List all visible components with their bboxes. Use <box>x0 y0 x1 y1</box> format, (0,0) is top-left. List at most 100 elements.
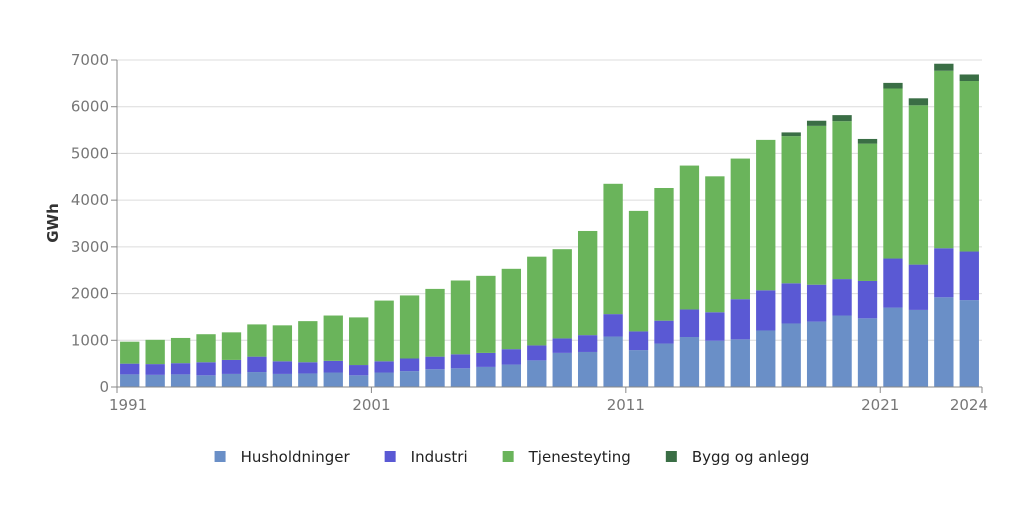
axes: 0 1000 2000 3000 4000 5000 6000 7000 1991 2001 201… <box>71 51 988 414</box>
bar-segment-bygg-og-anlegg-2021 <box>883 82 903 89</box>
bar-segment-industri-2019 <box>832 279 852 316</box>
bar-segment-tjenesteyting-2016 <box>756 139 776 291</box>
bar-segment-industri-2005 <box>476 352 496 367</box>
bar-segment-husholdninger-2012 <box>654 343 674 387</box>
bar-segment-husholdninger-1994 <box>196 375 216 387</box>
bar-segment-industri-2020 <box>857 280 878 319</box>
bar-segment-bygg-og-anlegg-2024 <box>959 74 979 82</box>
bar-segment-tjenesteyting-2015 <box>730 158 750 300</box>
bar-segment-tjenesteyting-1995 <box>221 332 242 360</box>
bar-segment-bygg-og-anlegg-2018 <box>806 120 827 126</box>
bar-segment-bygg-og-anlegg-2020 <box>857 138 878 144</box>
bar-segment-tjenesteyting-2014 <box>705 176 725 313</box>
bar-segment-tjenesteyting-2006 <box>501 268 522 350</box>
bar-segment-tjenesteyting-2002 <box>399 295 420 359</box>
bar-segment-tjenesteyting-2024 <box>959 81 979 252</box>
y-tick-label: 2000 <box>71 285 109 303</box>
x-tick-label: 1991 <box>109 396 147 414</box>
bar-segment-tjenesteyting-2011 <box>628 210 649 332</box>
bar-segment-tjenesteyting-2009 <box>577 230 598 336</box>
x-tick-label: 2021 <box>861 396 899 414</box>
bar-segment-tjenesteyting-2000 <box>349 317 369 366</box>
bar-segment-tjenesteyting-1996 <box>247 324 267 357</box>
bar-segment-tjenesteyting-2001 <box>374 300 394 362</box>
bar-segment-husholdninger-2005 <box>476 366 496 387</box>
bar-segment-husholdninger-2006 <box>501 364 522 387</box>
legend-item-tjenesteyting[interactable]: Tjenesteyting <box>502 448 631 466</box>
bar-segment-tjenesteyting-1998 <box>298 321 318 363</box>
bar-segment-husholdninger-2014 <box>705 340 725 387</box>
legend-swatch <box>384 451 396 462</box>
legend-swatch <box>502 451 514 462</box>
bar-segment-husholdninger-2004 <box>450 368 471 387</box>
bar-segment-industri-2016 <box>756 290 776 331</box>
bar-segment-husholdninger-1998 <box>298 373 318 387</box>
legend-label: Husholdninger <box>241 448 351 466</box>
bar-segment-industri-1994 <box>196 362 216 376</box>
bar-segment-tjenesteyting-2017 <box>781 136 801 284</box>
gridlines <box>117 59 982 341</box>
bar-segment-husholdninger-2003 <box>425 369 445 387</box>
x-tick-label: 2024 <box>950 396 988 414</box>
x-tick-label: 2011 <box>607 396 645 414</box>
bar-segment-husholdninger-2010 <box>603 336 623 387</box>
bar-segment-husholdninger-2002 <box>399 371 420 387</box>
bar-segment-industri-2021 <box>883 258 903 308</box>
bar-segment-husholdninger-2023 <box>934 297 954 387</box>
bar-segment-husholdninger-2015 <box>730 339 750 387</box>
bar-segment-husholdninger-2007 <box>527 360 547 387</box>
legend-swatch <box>214 451 226 462</box>
bar-segment-bygg-og-anlegg-2022 <box>908 98 929 106</box>
bar-segment-industri-2003 <box>425 356 445 370</box>
legend-label: Industri <box>411 448 468 466</box>
bar-segment-husholdninger-2001 <box>374 372 394 387</box>
bar-segment-industri-2010 <box>603 314 623 337</box>
bar-segment-industri-2013 <box>679 309 700 338</box>
bar-segment-industri-2008 <box>552 338 572 353</box>
bar-segment-industri-2014 <box>705 312 725 341</box>
bar-segment-husholdninger-2017 <box>781 323 801 387</box>
bar-segment-industri-2017 <box>781 283 801 324</box>
bar-segment-husholdninger-1993 <box>170 374 191 387</box>
legend-item-husholdninger[interactable]: Husholdninger <box>214 448 351 466</box>
bar-segment-bygg-og-anlegg-2017 <box>781 132 801 137</box>
bar-segment-industri-2024 <box>959 251 979 301</box>
bar-segment-husholdninger-2024 <box>959 300 979 387</box>
bar-segment-bygg-og-anlegg-2019 <box>832 115 852 122</box>
bar-segment-industri-2015 <box>730 299 750 340</box>
legend-item-bygg-og-anlegg[interactable]: Bygg og anlegg <box>665 448 810 466</box>
bar-segment-husholdninger-1995 <box>221 373 242 387</box>
y-tick-label: 4000 <box>71 191 109 209</box>
bar-segment-industri-2018 <box>806 284 827 322</box>
bar-segment-industri-2001 <box>374 361 394 373</box>
bar-segment-tjenesteyting-2022 <box>908 105 929 265</box>
bar-segment-industri-2007 <box>527 345 547 361</box>
bar-segment-bygg-og-anlegg-2023 <box>934 63 954 71</box>
legend-label: Bygg og anlegg <box>692 448 810 466</box>
bar-segment-husholdninger-2011 <box>628 350 649 387</box>
bar-segment-industri-2002 <box>399 358 420 372</box>
bar-segment-industri-2012 <box>654 320 674 344</box>
bar-segment-tjenesteyting-2019 <box>832 121 852 280</box>
bar-segment-industri-1993 <box>170 363 191 375</box>
bar-segment-tjenesteyting-1999 <box>323 315 343 361</box>
bar-segment-tjenesteyting-2003 <box>425 288 445 357</box>
bar-segment-husholdninger-2018 <box>806 321 827 387</box>
y-tick-label: 1000 <box>71 331 109 349</box>
bar-segment-tjenesteyting-2007 <box>527 256 547 346</box>
legend-item-industri[interactable]: Industri <box>384 448 468 466</box>
bar-segment-tjenesteyting-2021 <box>883 88 903 259</box>
bar-segment-tjenesteyting-1992 <box>145 339 165 365</box>
y-axis-title: GWh <box>44 203 62 243</box>
legend-swatch <box>665 451 677 462</box>
bar-segment-tjenesteyting-1993 <box>170 337 191 364</box>
bar-segment-tjenesteyting-1994 <box>196 334 216 363</box>
bar-segment-industri-1991 <box>120 363 140 375</box>
bar-segment-industri-1992 <box>145 364 165 375</box>
bar-segment-husholdninger-2008 <box>552 352 572 387</box>
bar-segment-industri-1999 <box>323 360 343 373</box>
bar-segment-industri-2011 <box>628 331 649 351</box>
bar-segment-industri-2023 <box>934 248 954 298</box>
bar-segment-husholdninger-1996 <box>247 372 267 387</box>
